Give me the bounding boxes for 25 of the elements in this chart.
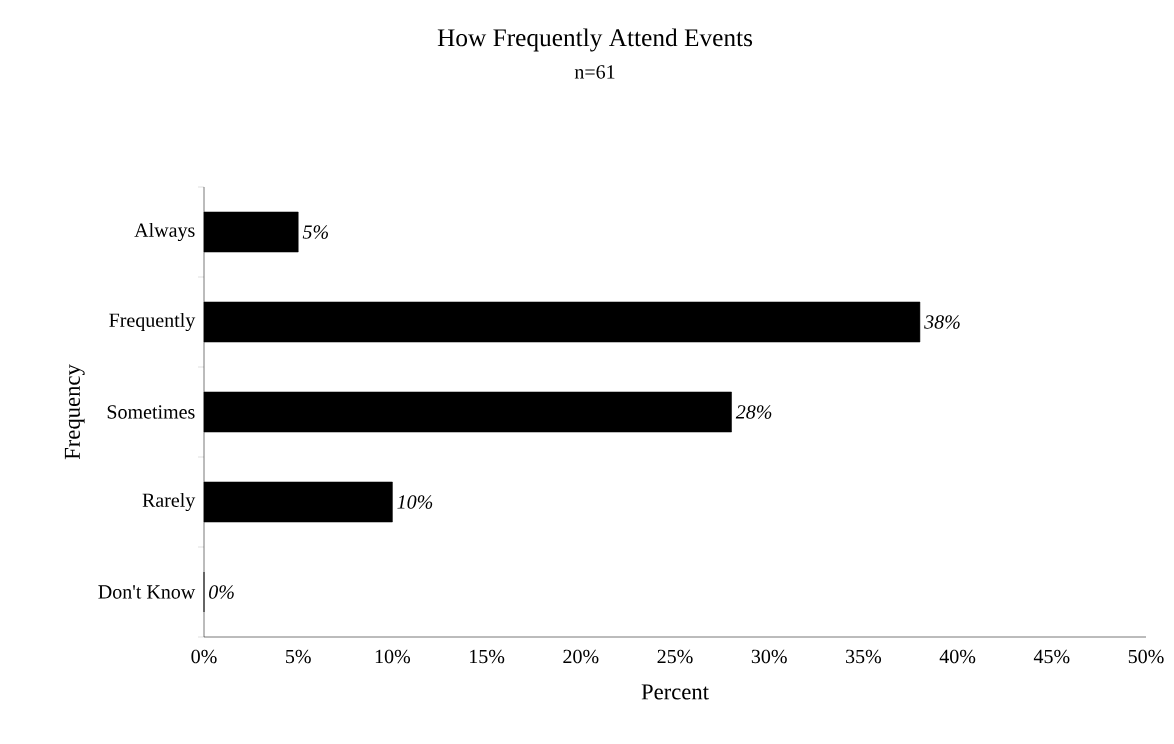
- x-tick-label: 15%: [470, 649, 505, 664]
- data-label: 0%: [209, 585, 234, 599]
- y-tick-label: Rarely: [142, 492, 196, 512]
- y-tick-label: Frequently: [109, 312, 196, 332]
- x-tick-label: 25%: [657, 649, 693, 664]
- x-tick-label: 5%: [286, 649, 311, 664]
- x-tick-label: 10%: [375, 649, 411, 664]
- x-tick-label: 30%: [751, 649, 787, 664]
- y-tick-label: Always: [134, 222, 195, 242]
- x-tick-label: 45%: [1033, 649, 1070, 664]
- y-tick-label: Don't Know: [98, 585, 196, 599]
- data-label: 38%: [924, 315, 960, 329]
- y-axis-title: Frequency: [64, 364, 85, 460]
- x-axis-title: Percent: [641, 684, 709, 700]
- chart-title: How Frequently Attend Events: [437, 28, 753, 52]
- y-tick-label: Sometimes: [107, 405, 195, 419]
- x-tick-label: 35%: [846, 649, 882, 664]
- data-label: 10%: [397, 495, 433, 509]
- chart-subtitle: n=61: [574, 65, 615, 79]
- data-label: 28%: [735, 405, 772, 419]
- x-tick-label: 50%: [1128, 649, 1164, 664]
- data-label: 5%: [302, 225, 328, 239]
- x-tick-label: 0%: [191, 649, 217, 664]
- x-tick-label: 20%: [563, 649, 599, 664]
- x-tick-label: 40%: [939, 649, 976, 664]
